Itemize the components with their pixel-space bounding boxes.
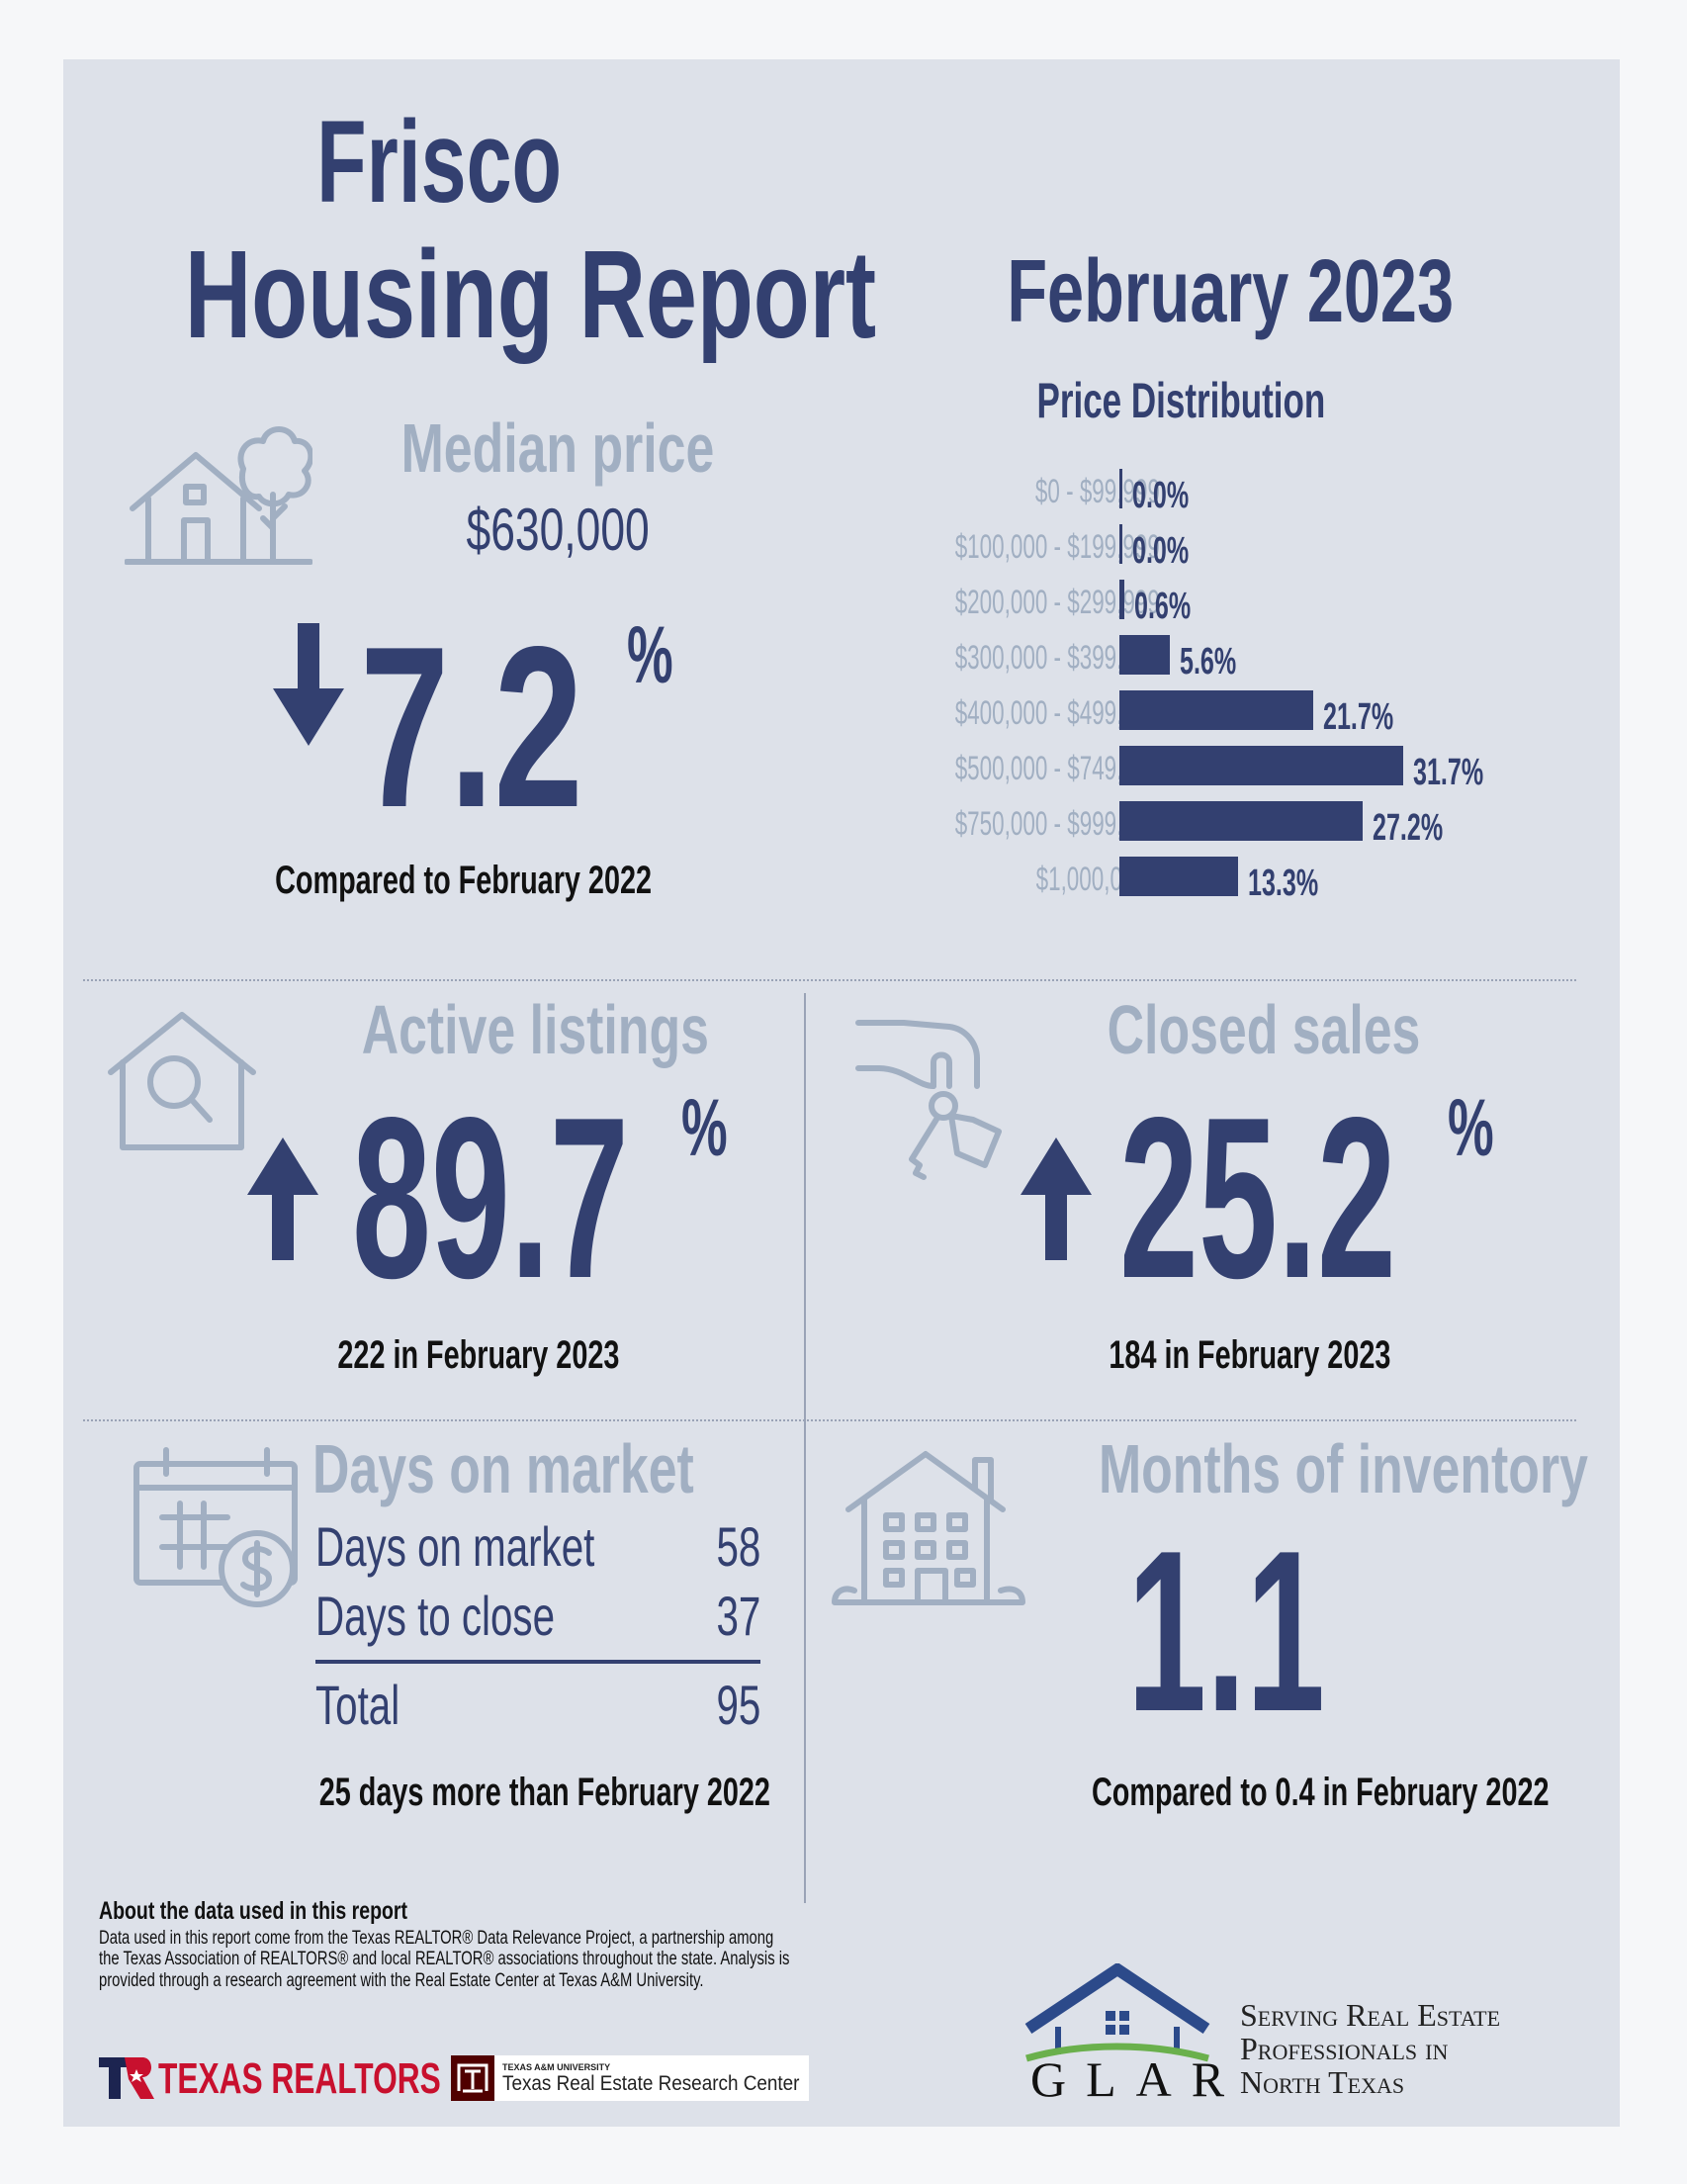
price-row: $1,000,000+ 13.3% xyxy=(63,857,1620,902)
report-title: Housing Report xyxy=(184,225,877,364)
dtc-row-value: 37 xyxy=(716,1585,760,1647)
calendar-dollar-icon xyxy=(133,1444,306,1612)
price-distribution-title: Price Distribution xyxy=(1036,373,1325,428)
total-row-label: Total xyxy=(315,1674,400,1736)
tamu-mark-icon xyxy=(451,2055,494,2101)
price-bar-value: 5.6% xyxy=(1180,641,1237,682)
active-listings-pct-sign: % xyxy=(681,1083,728,1173)
price-range-label: $750,000 - $999,999 xyxy=(954,805,1160,843)
price-row: $200,000 - $299,999 0.6% xyxy=(63,580,1620,625)
active-listings-change: 89.7 xyxy=(352,1070,629,1326)
tamu-real-estate-center-logo[interactable]: TEXAS A&M UNIVERSITY Texas Real Estate R… xyxy=(451,2055,809,2101)
median-price-value: $630,000 xyxy=(466,497,650,563)
price-bar-value: 27.2% xyxy=(1373,807,1444,849)
closed-sales-pct-sign: % xyxy=(1448,1083,1494,1173)
total-row: Total 95 xyxy=(315,1678,760,1737)
price-bar xyxy=(1119,801,1363,841)
closed-sales-heading: Closed sales xyxy=(1107,991,1421,1068)
dom-row-label: Days on market xyxy=(315,1515,595,1578)
about-body: Data used in this report come from the T… xyxy=(99,1928,790,1991)
price-row: $300,000 - $399,999 5.6% xyxy=(63,635,1620,681)
tamu-small-text: TEXAS A&M UNIVERSITY xyxy=(502,2062,611,2072)
divider-horizontal-middle xyxy=(83,1419,1576,1421)
apartment-building-icon xyxy=(831,1444,1028,1612)
price-bar xyxy=(1119,469,1122,508)
price-range-label: $200,000 - $299,999 xyxy=(954,584,1160,621)
closed-sales-detail: 184 in February 2023 xyxy=(1109,1333,1391,1377)
arrow-up-icon xyxy=(245,1138,320,1261)
texas-realtors-mark-icon xyxy=(99,2057,154,2099)
price-distribution-chart: $0 - $99,999 0.0% $100,000 - $199,999 0.0% $… xyxy=(63,59,1620,950)
median-price-heading: Median price xyxy=(400,410,715,487)
days-on-market-heading: Days on market xyxy=(312,1430,694,1507)
about-title: About the data used in this report xyxy=(99,1897,408,1925)
dom-row: Days on market 58 xyxy=(315,1519,760,1579)
hand-keys-icon xyxy=(854,1017,1022,1193)
price-bar-value: 0.6% xyxy=(1134,586,1192,627)
dtc-row: Days to close 37 xyxy=(315,1589,760,1648)
price-row: $400,000 - $499,999 21.7% xyxy=(63,690,1620,736)
city-title: Frisco xyxy=(316,97,562,228)
tamu-center-text: Texas Real Estate Research Center xyxy=(502,2072,800,2095)
price-bar xyxy=(1119,690,1313,730)
price-bar-value: 31.7% xyxy=(1413,752,1484,793)
house-tree-icon xyxy=(125,423,312,572)
glar-text: GLAR xyxy=(1030,2051,1245,2107)
price-bar-value: 0.0% xyxy=(1132,475,1190,516)
dtc-row-label: Days to close xyxy=(315,1585,556,1647)
texas-realtors-logo[interactable]: TEXAS REALTORS xyxy=(99,2053,441,2103)
glar-house-icon xyxy=(1024,1963,1210,2062)
months-of-inventory-value: 1.1 xyxy=(1127,1503,1325,1760)
dom-row-value: 58 xyxy=(716,1515,760,1578)
active-listings-detail: 222 in February 2023 xyxy=(337,1333,620,1377)
price-bar-value: 21.7% xyxy=(1323,696,1394,738)
price-bar xyxy=(1119,580,1124,619)
about-data: About the data used in this report Data … xyxy=(99,1899,850,1991)
active-listings-heading: Active listings xyxy=(361,991,709,1068)
glar-tagline-line-3: North Texas xyxy=(1240,2064,1405,2100)
report-period: February 2023 xyxy=(1007,242,1454,341)
price-range-label: $0 - $99,999 xyxy=(1034,473,1160,510)
divider-vertical xyxy=(804,993,806,1903)
price-bar xyxy=(1119,746,1403,785)
closed-sales-change: 25.2 xyxy=(1119,1070,1396,1326)
median-price-pct-sign: % xyxy=(627,610,673,700)
price-bar-value: 13.3% xyxy=(1248,863,1319,904)
glar-logo[interactable]: GLAR xyxy=(1013,1963,1224,2112)
texas-realtors-text: TEXAS REALTORS xyxy=(158,2054,441,2103)
days-on-market-comparison: 25 days more than February 2022 xyxy=(318,1771,770,1814)
price-row: $500,000 - $749,999 31.7% xyxy=(63,746,1620,791)
price-bar xyxy=(1119,524,1122,564)
arrow-down-icon xyxy=(271,623,346,747)
price-bar-value: 0.0% xyxy=(1132,530,1190,572)
glar-tagline-line-1: Serving Real Estate xyxy=(1240,1997,1501,2033)
months-of-inventory-comparison: Compared to 0.4 in February 2022 xyxy=(1091,1771,1550,1814)
price-range-label: $400,000 - $499,999 xyxy=(954,694,1160,732)
arrow-up-icon xyxy=(1019,1138,1094,1261)
price-row: $100,000 - $199,999 0.0% xyxy=(63,524,1620,570)
median-price-change: 7.2 xyxy=(360,599,583,856)
price-row: $750,000 - $999,999 27.2% xyxy=(63,801,1620,847)
months-of-inventory-heading: Months of inventory xyxy=(1098,1430,1588,1507)
divider-horizontal-top xyxy=(83,979,1576,981)
total-row-value: 95 xyxy=(716,1674,760,1736)
total-rule xyxy=(315,1660,760,1664)
glar-tagline: Serving Real Estate Professionals in Nor… xyxy=(1240,1998,1500,2099)
price-range-label: $100,000 - $199,999 xyxy=(954,528,1160,566)
report-panel: Frisco Housing Report February 2023 Medi… xyxy=(63,59,1620,2127)
price-bar xyxy=(1119,857,1238,896)
house-search-icon xyxy=(105,1009,259,1153)
price-bar xyxy=(1119,635,1170,675)
price-range-label: $500,000 - $749,999 xyxy=(954,750,1160,787)
median-price-comparison: Compared to February 2022 xyxy=(275,859,652,902)
price-range-label: $300,000 - $399,999 xyxy=(954,639,1160,677)
price-row: $0 - $99,999 0.0% xyxy=(63,469,1620,514)
glar-tagline-line-2: Professionals in xyxy=(1240,2031,1449,2066)
